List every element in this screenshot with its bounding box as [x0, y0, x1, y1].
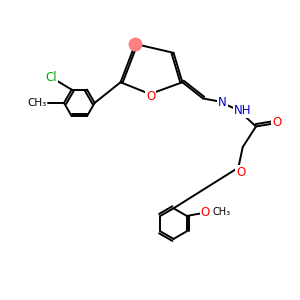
Text: O: O — [201, 206, 210, 219]
Text: O: O — [146, 90, 155, 103]
Text: O: O — [236, 166, 245, 178]
Text: CH₃: CH₃ — [27, 98, 46, 108]
Text: Cl: Cl — [46, 71, 58, 84]
Text: NH: NH — [234, 104, 251, 117]
Text: CH₃: CH₃ — [213, 207, 231, 218]
Text: N: N — [218, 96, 227, 110]
Text: O: O — [272, 116, 281, 128]
